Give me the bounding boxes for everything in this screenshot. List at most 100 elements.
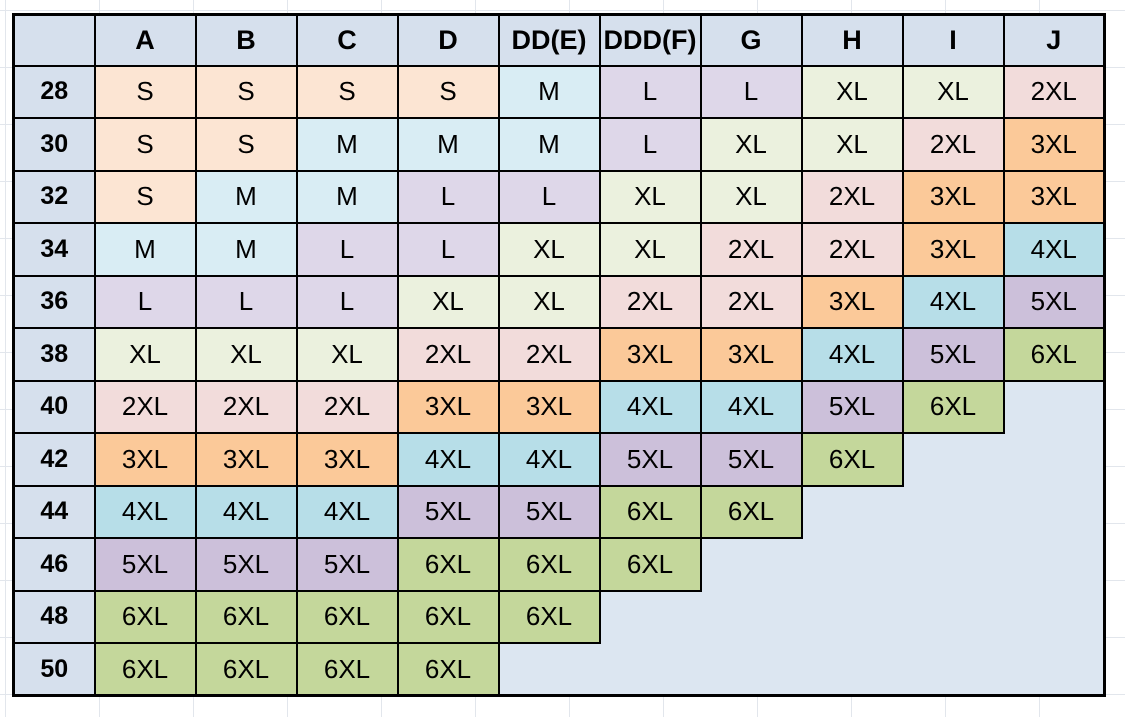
cell-28-G[interactable]: L: [699, 64, 803, 119]
empty-cell-48-DDD(F)[interactable]: [599, 590, 701, 643]
column-header-DD(E)[interactable]: DD(E): [497, 13, 601, 67]
cell-30-J[interactable]: 3XL: [1002, 117, 1106, 172]
cell-40-H[interactable]: 5XL: [800, 379, 904, 434]
empty-cell-50-DD(E)[interactable]: [498, 643, 600, 696]
cell-40-DD(E)[interactable]: 3XL: [497, 379, 601, 434]
cell-34-J[interactable]: 4XL: [1002, 222, 1106, 277]
cell-38-G[interactable]: 3XL: [699, 327, 803, 382]
cell-36-I[interactable]: 4XL: [901, 274, 1005, 329]
cell-48-A[interactable]: 6XL: [93, 589, 197, 644]
cell-42-G[interactable]: 5XL: [699, 432, 803, 487]
row-header-44[interactable]: 44: [12, 484, 96, 539]
row-header-32[interactable]: 32: [12, 169, 96, 224]
column-header-A[interactable]: A: [93, 13, 197, 67]
cell-40-G[interactable]: 4XL: [699, 379, 803, 434]
cell-36-G[interactable]: 2XL: [699, 274, 803, 329]
cell-46-A[interactable]: 5XL: [93, 537, 197, 592]
cell-40-A[interactable]: 2XL: [93, 379, 197, 434]
empty-cell-50-G[interactable]: [700, 643, 802, 696]
cell-44-A[interactable]: 4XL: [93, 484, 197, 539]
cell-38-DDD(F)[interactable]: 3XL: [598, 327, 702, 382]
cell-36-DDD(F)[interactable]: 2XL: [598, 274, 702, 329]
cell-44-B[interactable]: 4XL: [194, 484, 298, 539]
cell-28-I[interactable]: XL: [901, 64, 1005, 119]
column-header-I[interactable]: I: [901, 13, 1005, 67]
row-header-30[interactable]: 30: [12, 117, 96, 172]
empty-cell-42-I[interactable]: [902, 433, 1004, 486]
cell-42-H[interactable]: 6XL: [800, 432, 904, 487]
cell-34-I[interactable]: 3XL: [901, 222, 1005, 277]
empty-cell-50-I[interactable]: [902, 643, 1004, 696]
cell-30-DD(E)[interactable]: M: [497, 117, 601, 172]
cell-44-DDD(F)[interactable]: 6XL: [598, 484, 702, 539]
cell-28-J[interactable]: 2XL: [1002, 64, 1106, 119]
cell-34-C[interactable]: L: [295, 222, 399, 277]
cell-30-I[interactable]: 2XL: [901, 117, 1005, 172]
cell-38-I[interactable]: 5XL: [901, 327, 1005, 382]
cell-38-A[interactable]: XL: [93, 327, 197, 382]
cell-30-C[interactable]: M: [295, 117, 399, 172]
column-header-H[interactable]: H: [800, 13, 904, 67]
cell-48-B[interactable]: 6XL: [194, 589, 298, 644]
cell-34-B[interactable]: M: [194, 222, 298, 277]
column-header-D[interactable]: D: [396, 13, 500, 67]
cell-36-B[interactable]: L: [194, 274, 298, 329]
empty-cell-44-J[interactable]: [1003, 485, 1105, 538]
cell-32-A[interactable]: S: [93, 169, 197, 224]
empty-cell-48-J[interactable]: [1003, 590, 1105, 643]
empty-cell-46-G[interactable]: [700, 538, 802, 591]
cell-32-H[interactable]: 2XL: [800, 169, 904, 224]
cell-38-B[interactable]: XL: [194, 327, 298, 382]
empty-cell-50-H[interactable]: [801, 643, 903, 696]
cell-34-H[interactable]: 2XL: [800, 222, 904, 277]
cell-42-A[interactable]: 3XL: [93, 432, 197, 487]
cell-30-D[interactable]: M: [396, 117, 500, 172]
cell-32-J[interactable]: 3XL: [1002, 169, 1106, 224]
empty-cell-46-J[interactable]: [1003, 538, 1105, 591]
row-header-50[interactable]: 50: [12, 642, 96, 697]
cell-28-B[interactable]: S: [194, 64, 298, 119]
cell-30-A[interactable]: S: [93, 117, 197, 172]
cell-40-C[interactable]: 2XL: [295, 379, 399, 434]
cell-42-C[interactable]: 3XL: [295, 432, 399, 487]
cell-36-C[interactable]: L: [295, 274, 399, 329]
cell-38-DD(E)[interactable]: 2XL: [497, 327, 601, 382]
cell-46-B[interactable]: 5XL: [194, 537, 298, 592]
column-header-J[interactable]: J: [1002, 13, 1106, 67]
cell-38-J[interactable]: 6XL: [1002, 327, 1106, 382]
cell-42-D[interactable]: 4XL: [396, 432, 500, 487]
empty-cell-50-DDD(F)[interactable]: [599, 643, 701, 696]
cell-40-B[interactable]: 2XL: [194, 379, 298, 434]
cell-44-G[interactable]: 6XL: [699, 484, 803, 539]
cell-46-DDD(F)[interactable]: 6XL: [598, 537, 702, 592]
cell-38-D[interactable]: 2XL: [396, 327, 500, 382]
cell-46-C[interactable]: 5XL: [295, 537, 399, 592]
cell-34-A[interactable]: M: [93, 222, 197, 277]
empty-cell-48-G[interactable]: [700, 590, 802, 643]
column-header-G[interactable]: G: [699, 13, 803, 67]
row-header-34[interactable]: 34: [12, 222, 96, 277]
row-header-36[interactable]: 36: [12, 274, 96, 329]
row-header-46[interactable]: 46: [12, 537, 96, 592]
cell-48-DD(E)[interactable]: 6XL: [497, 589, 601, 644]
cell-36-H[interactable]: 3XL: [800, 274, 904, 329]
cell-32-DDD(F)[interactable]: XL: [598, 169, 702, 224]
cell-36-D[interactable]: XL: [396, 274, 500, 329]
cell-36-DD(E)[interactable]: XL: [497, 274, 601, 329]
cell-28-D[interactable]: S: [396, 64, 500, 119]
empty-cell-50-J[interactable]: [1003, 643, 1105, 696]
cell-48-D[interactable]: 6XL: [396, 589, 500, 644]
cell-44-C[interactable]: 4XL: [295, 484, 399, 539]
cell-50-B[interactable]: 6XL: [194, 642, 298, 697]
row-header-42[interactable]: 42: [12, 432, 96, 487]
cell-36-A[interactable]: L: [93, 274, 197, 329]
corner-cell[interactable]: [12, 13, 96, 67]
cell-42-B[interactable]: 3XL: [194, 432, 298, 487]
cell-32-G[interactable]: XL: [699, 169, 803, 224]
cell-28-C[interactable]: S: [295, 64, 399, 119]
cell-30-G[interactable]: XL: [699, 117, 803, 172]
empty-cell-44-H[interactable]: [801, 485, 903, 538]
cell-38-H[interactable]: 4XL: [800, 327, 904, 382]
cell-32-I[interactable]: 3XL: [901, 169, 1005, 224]
empty-cell-40-J[interactable]: [1003, 380, 1105, 433]
